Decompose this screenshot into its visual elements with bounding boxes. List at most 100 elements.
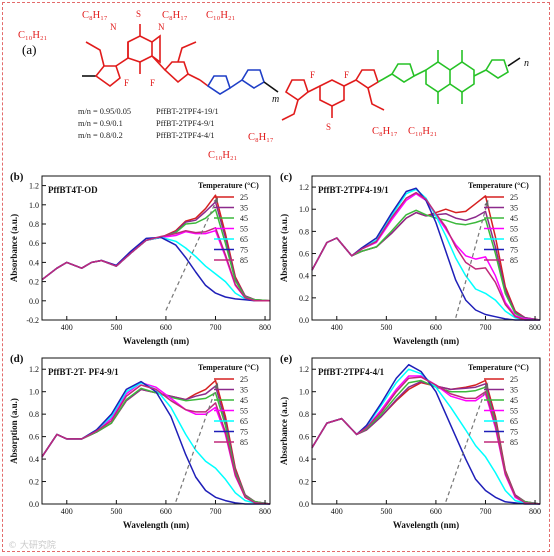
trend-arrow-head	[213, 197, 218, 204]
repeat-index-n: n	[524, 58, 529, 69]
x-tick-label: 400	[61, 323, 73, 332]
trend-arrow-head	[213, 382, 219, 389]
legend-entry: 55	[240, 407, 248, 416]
plot-frame	[311, 357, 541, 505]
alkyl-chain-label: C₈H₁₇	[248, 132, 274, 143]
y-tick-label: 1.2	[29, 182, 39, 191]
copolymer-ratio-list: m/n = 0.95/0.05 PffBT-2TPF4-19/1 m/n = 0…	[78, 107, 219, 140]
panel-label: (b)	[10, 171, 24, 183]
legend-title: Temperature (°C)	[468, 363, 529, 372]
y-tick-label: 0.6	[299, 250, 309, 259]
y-tick-label: 1.2	[29, 365, 39, 374]
panel-label: (c)	[280, 171, 293, 183]
x-tick-label: 700	[479, 507, 491, 516]
ratio-text: m/n = 0.8/0.2	[78, 131, 123, 140]
x-tick-label: 600	[430, 507, 442, 516]
fluorine-atom-label: F	[310, 70, 315, 80]
y-tick-label: 0.2	[299, 478, 309, 487]
y-tick-label: 0.0	[299, 316, 309, 325]
y-tick-label: 0.8	[299, 410, 309, 419]
series-line-25	[311, 379, 541, 505]
tpf4-unit	[377, 50, 509, 104]
series-line-55	[311, 375, 541, 505]
y-tick-label: 1.2	[299, 183, 309, 192]
y-tick-label: 1.2	[299, 365, 309, 374]
series-line-65	[311, 368, 541, 505]
y-tick-label: 0.0	[29, 500, 39, 509]
alkyl-chain-label: C₁₀H₂₁	[208, 150, 237, 161]
legend-entry: 55	[510, 407, 518, 416]
series-line-65	[41, 236, 270, 302]
plot-frame	[41, 357, 271, 505]
chart-panel-d: (d) 400 500 600 700 800 0.0 0.2 0.4 0.6 0.8 1.0 1.2 W…	[9, 353, 271, 530]
legend-entry: 75	[510, 246, 518, 255]
chart-panel-c: (c) 400 500 600 700 800 0.0 0.2 0.4 0.6 0.8 1.0 1.2 W…	[279, 171, 541, 346]
y-tick-label: 0.4	[29, 258, 39, 267]
y-tick-label: 0.0	[29, 297, 39, 306]
nitrogen-atom-label: N	[110, 22, 117, 32]
ratio-polymer-name: PffBT-2TPF4-9/1	[156, 119, 215, 128]
x-tick-label: 400	[331, 323, 343, 332]
nitrogen-atom-label: N	[158, 22, 165, 32]
legend-entry: 65	[240, 235, 248, 244]
x-tick-label: 500	[380, 323, 392, 332]
panel-label: (e)	[280, 353, 293, 365]
legend-entry: 75	[510, 428, 518, 437]
panel-label-a: (a)	[22, 42, 36, 57]
series-line-55	[311, 192, 541, 321]
chart-panel-e: (e) 400 500 600 700 800 0.0 0.2 0.4 0.6 0.8 1.0 1.2 W…	[279, 353, 541, 530]
y-tick-label: 1.0	[299, 388, 309, 397]
ratio-text: m/n = 0.9/0.1	[78, 119, 123, 128]
series-line-85	[41, 227, 270, 302]
legend-entry: 55	[510, 225, 518, 234]
x-tick-label: 500	[110, 323, 122, 332]
y-tick-label: 0.4	[299, 455, 309, 464]
chart-title: PffBT-2T- PF4-9/1	[48, 367, 119, 377]
series-line-75	[41, 236, 270, 302]
legend-entry: 35	[510, 204, 518, 213]
x-axis-label: Wavelength (nm)	[393, 336, 459, 346]
series-line-45	[41, 387, 271, 505]
legend-entry: 35	[240, 204, 248, 213]
y-axis-label: Absorption (a.u.)	[9, 398, 19, 464]
sulfur-atom-label: S	[326, 122, 331, 132]
chart-panel-b: (b) 400 500 600 700 800 -0.2 0.0 0.2 0.4 0.6 0.8 1.0…	[9, 171, 271, 346]
y-tick-label: 0.8	[299, 227, 309, 236]
legend-entry: 85	[240, 438, 248, 447]
legend-title: Temperature (°C)	[198, 363, 259, 372]
ratio-text: m/n = 0.95/0.05	[78, 107, 131, 116]
y-tick-label: 0.8	[29, 220, 39, 229]
y-tick-label: -0.2	[26, 316, 39, 325]
x-tick-label: 700	[479, 323, 491, 332]
trend-arrow-line	[175, 382, 219, 502]
sulfur-atom-label: S	[136, 9, 141, 19]
ffbt-unit	[82, 24, 209, 88]
fluorine-atom-label: F	[124, 78, 129, 88]
y-tick-label: 0.8	[29, 410, 39, 419]
legend-title: Temperature (°C)	[468, 181, 529, 190]
y-tick-label: 0.6	[29, 239, 39, 248]
y-tick-label: 1.0	[29, 388, 39, 397]
series-line-75	[311, 187, 540, 321]
x-tick-label: 800	[259, 507, 271, 516]
figure-frame	[2, 2, 550, 552]
plot-frame	[41, 175, 271, 321]
series-line-75	[311, 363, 540, 505]
ratio-polymer-name: PffBT-2TPF4-19/1	[156, 107, 219, 116]
x-tick-label: 700	[209, 323, 221, 332]
legend-entry: 75	[240, 246, 248, 255]
series-line-85	[311, 191, 540, 321]
legend-entry: 45	[510, 214, 518, 223]
fluorine-atom-label: F	[344, 70, 349, 80]
trend-arrow-line	[455, 200, 489, 318]
x-tick-label: 600	[430, 323, 442, 332]
polymer-structure: (a) C₁₀H₂₁ C₈H₁₇ S N N F F C₈H₁₇ C₁₀H₂₁ …	[18, 9, 529, 161]
series-line-35	[41, 385, 271, 505]
y-tick-label: 0.4	[29, 455, 39, 464]
legend-entry: 25	[510, 193, 518, 202]
y-tick-label: 1.0	[299, 205, 309, 214]
legend-entry: 35	[510, 386, 518, 395]
y-tick-label: 0.2	[29, 278, 39, 287]
alkyl-chain-label: C₁₀H₂₁	[206, 10, 235, 21]
x-tick-label: 800	[529, 507, 541, 516]
